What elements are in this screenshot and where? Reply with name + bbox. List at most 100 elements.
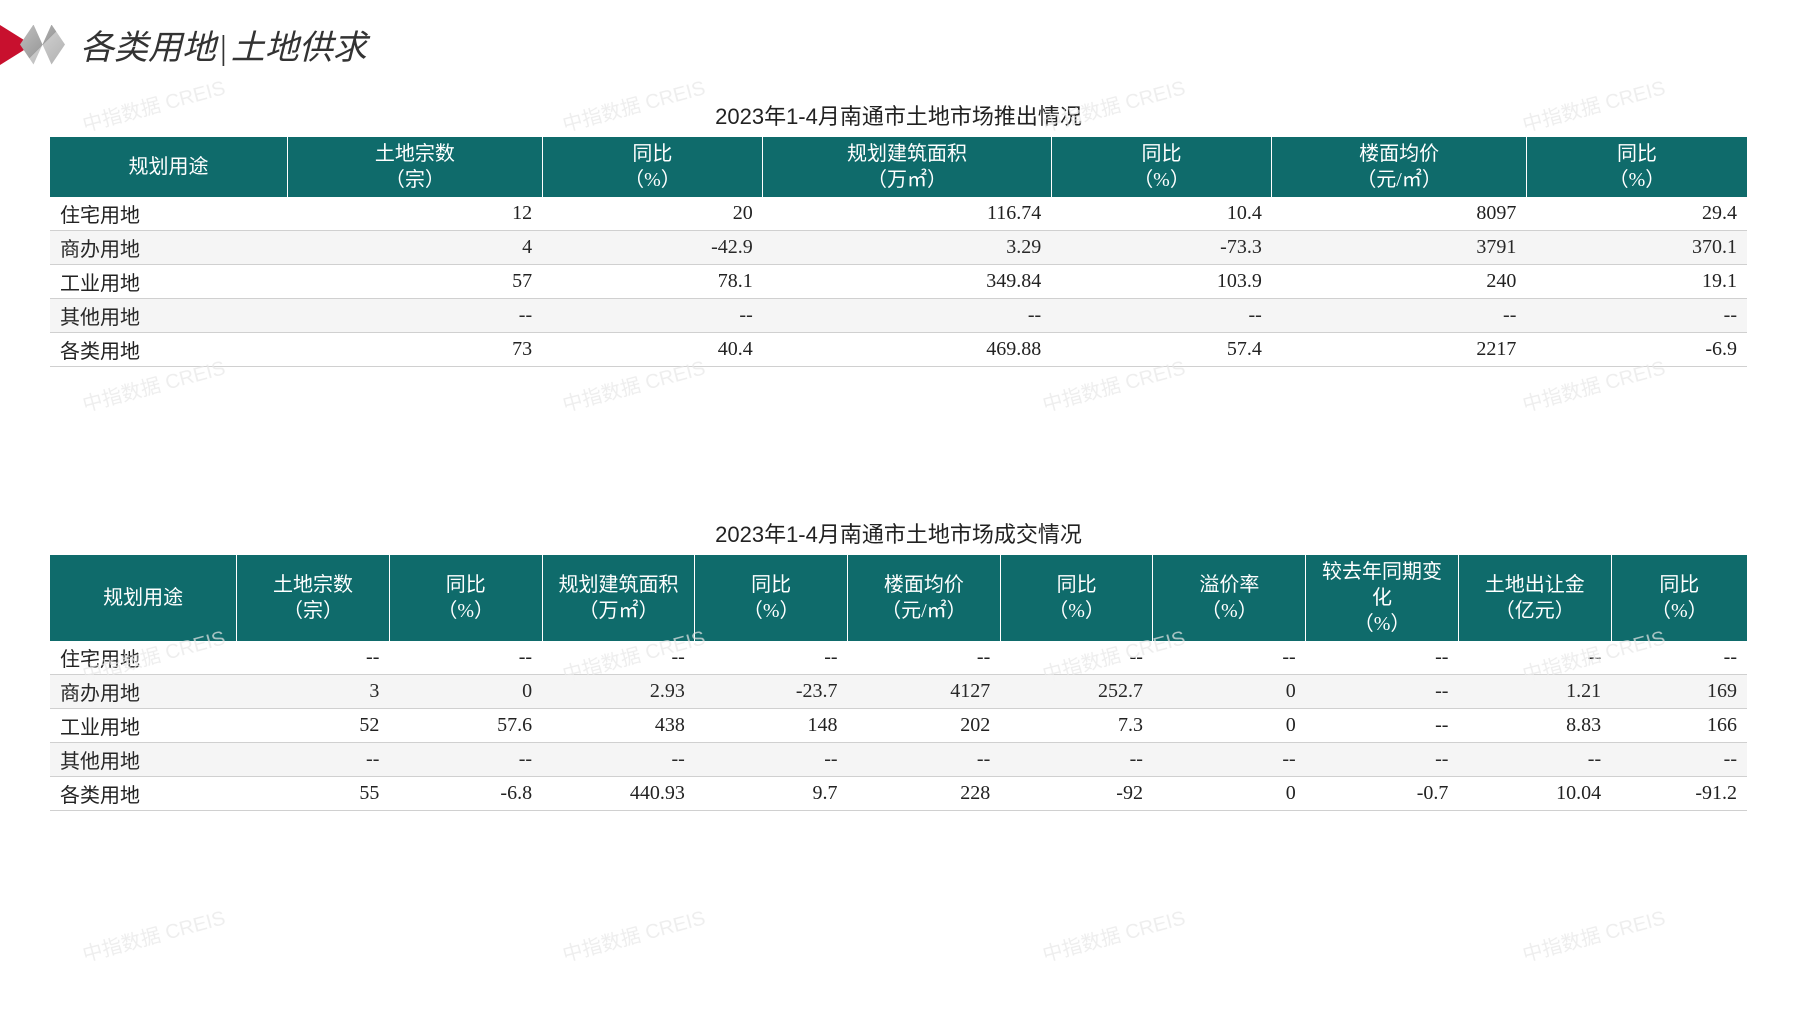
cell-value: -- <box>1272 299 1527 333</box>
cell-value: 57.4 <box>1051 333 1272 367</box>
cell-value: 10.4 <box>1051 197 1272 231</box>
cell-value: -- <box>1306 709 1459 743</box>
cell-value: -- <box>1611 641 1747 675</box>
cell-value: 8097 <box>1272 197 1527 231</box>
cell-value: 29.4 <box>1526 197 1747 231</box>
column-header: 同比（%） <box>389 555 542 641</box>
column-header: 土地宗数（宗） <box>237 555 390 641</box>
cell-value: 103.9 <box>1051 265 1272 299</box>
cell-value: -- <box>1458 743 1611 777</box>
cell-value: 10.04 <box>1458 777 1611 811</box>
title-left: 各类用地 <box>80 30 216 67</box>
table2-body: 住宅用地--------------------商办用地302.93-23.74… <box>50 641 1747 811</box>
column-header: 规划用途 <box>50 555 237 641</box>
cell-value: 55 <box>237 777 390 811</box>
row-label: 各类用地 <box>50 333 288 367</box>
table-row: 商办用地4-42.93.29-73.33791370.1 <box>50 231 1747 265</box>
row-label: 工业用地 <box>50 265 288 299</box>
cell-value: -- <box>1153 641 1306 675</box>
cell-value: -- <box>763 299 1051 333</box>
cell-value: -- <box>542 743 695 777</box>
cell-value: 40.4 <box>542 333 763 367</box>
cell-value: -- <box>695 743 848 777</box>
cell-value: -6.9 <box>1526 333 1747 367</box>
column-header: 土地宗数（宗） <box>288 137 543 197</box>
cell-value: -- <box>542 641 695 675</box>
land-supply-table: 规划用途土地宗数（宗）同比（%）规划建筑面积（万㎡）同比（%）楼面均价（元/㎡）… <box>50 137 1747 367</box>
column-header: 同比（%） <box>695 555 848 641</box>
title-separator: | <box>220 30 227 67</box>
cell-value: -- <box>542 299 763 333</box>
cell-value: 0 <box>389 675 542 709</box>
cell-value: -- <box>389 743 542 777</box>
cell-value: -- <box>695 641 848 675</box>
table-row: 其他用地------------ <box>50 299 1747 333</box>
cell-value: -73.3 <box>1051 231 1272 265</box>
cell-value: -- <box>1000 743 1153 777</box>
logo-icon <box>0 25 65 65</box>
column-header: 规划建筑面积（万㎡） <box>542 555 695 641</box>
cell-value: 52 <box>237 709 390 743</box>
cell-value: 73 <box>288 333 543 367</box>
cell-value: 9.7 <box>695 777 848 811</box>
cell-value: -- <box>1051 299 1272 333</box>
column-header: 规划建筑面积（万㎡） <box>763 137 1051 197</box>
cell-value: 2.93 <box>542 675 695 709</box>
cell-value: 8.83 <box>1458 709 1611 743</box>
cell-value: 166 <box>1611 709 1747 743</box>
row-label: 各类用地 <box>50 777 237 811</box>
land-transaction-table: 规划用途土地宗数（宗）同比（%）规划建筑面积（万㎡）同比（%）楼面均价（元/㎡）… <box>50 555 1747 811</box>
cell-value: 3 <box>237 675 390 709</box>
cell-value: -- <box>848 743 1001 777</box>
cell-value: 169 <box>1611 675 1747 709</box>
row-label: 住宅用地 <box>50 641 237 675</box>
watermark-text: 中指数据 CREIS <box>559 902 708 968</box>
cell-value: 1.21 <box>1458 675 1611 709</box>
table-row: 各类用地55-6.8440.939.7228-920-0.710.04-91.2 <box>50 777 1747 811</box>
title-right: 土地供求 <box>231 30 367 67</box>
cell-value: 0 <box>1153 709 1306 743</box>
row-label: 住宅用地 <box>50 197 288 231</box>
cell-value: 20 <box>542 197 763 231</box>
cell-value: 19.1 <box>1526 265 1747 299</box>
cell-value: -91.2 <box>1611 777 1747 811</box>
cell-value: -6.8 <box>389 777 542 811</box>
cell-value: -- <box>1526 299 1747 333</box>
cell-value: 202 <box>848 709 1001 743</box>
cell-value: 116.74 <box>763 197 1051 231</box>
page-title: 各类用地|土地供求 <box>80 20 367 69</box>
cell-value: -92 <box>1000 777 1153 811</box>
column-header: 土地出让金（亿元） <box>1458 555 1611 641</box>
table-row: 住宅用地1220116.7410.4809729.4 <box>50 197 1747 231</box>
cell-value: 3791 <box>1272 231 1527 265</box>
table-row: 其他用地-------------------- <box>50 743 1747 777</box>
row-label: 其他用地 <box>50 743 237 777</box>
table-row: 工业用地5257.64381482027.30--8.83166 <box>50 709 1747 743</box>
cell-value: 4 <box>288 231 543 265</box>
spacer <box>50 367 1747 487</box>
table1-header-row: 规划用途土地宗数（宗）同比（%）规划建筑面积（万㎡）同比（%）楼面均价（元/㎡）… <box>50 137 1747 197</box>
cell-value: -- <box>237 743 390 777</box>
watermark-text: 中指数据 CREIS <box>1039 902 1188 968</box>
page-header: 各类用地|土地供求 <box>0 0 1797 69</box>
row-label: 商办用地 <box>50 675 237 709</box>
row-label: 商办用地 <box>50 231 288 265</box>
cell-value: 57.6 <box>389 709 542 743</box>
cell-value: 78.1 <box>542 265 763 299</box>
column-header: 溢价率（%） <box>1153 555 1306 641</box>
column-header: 规划用途 <box>50 137 288 197</box>
cell-value: -- <box>1306 743 1459 777</box>
cell-value: 2217 <box>1272 333 1527 367</box>
cell-value: -- <box>1611 743 1747 777</box>
cell-value: 349.84 <box>763 265 1051 299</box>
cell-value: 469.88 <box>763 333 1051 367</box>
column-header: 楼面均价（元/㎡） <box>1272 137 1527 197</box>
cell-value: 3.29 <box>763 231 1051 265</box>
cell-value: -23.7 <box>695 675 848 709</box>
cell-value: 228 <box>848 777 1001 811</box>
cell-value: 57 <box>288 265 543 299</box>
cell-value: 12 <box>288 197 543 231</box>
cell-value: 7.3 <box>1000 709 1153 743</box>
cell-value: -42.9 <box>542 231 763 265</box>
row-label: 工业用地 <box>50 709 237 743</box>
